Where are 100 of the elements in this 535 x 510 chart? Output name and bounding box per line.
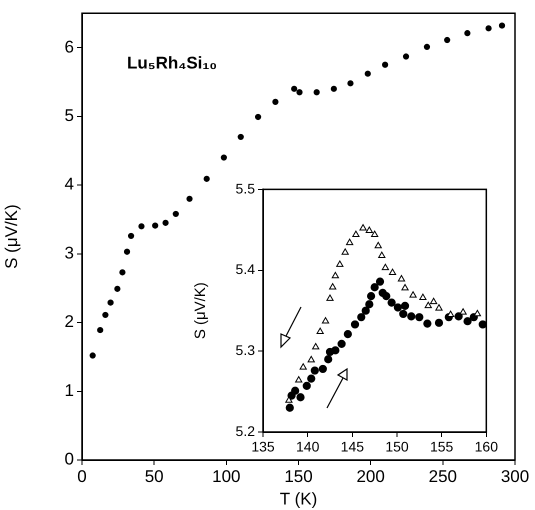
point xyxy=(434,318,444,327)
point xyxy=(388,268,396,275)
point xyxy=(296,89,303,96)
y-tick-label: 5.5 xyxy=(236,180,256,196)
point xyxy=(350,320,360,329)
point xyxy=(128,232,134,240)
point xyxy=(312,342,320,350)
point xyxy=(326,294,334,301)
point xyxy=(324,355,332,364)
point xyxy=(463,317,472,326)
point xyxy=(316,328,324,334)
y-tick-label: 6 xyxy=(64,37,74,56)
point xyxy=(338,340,346,348)
point xyxy=(407,312,416,320)
point xyxy=(394,303,402,312)
point xyxy=(364,70,371,77)
point xyxy=(398,275,406,282)
point xyxy=(374,242,382,248)
x-tick-label: 0 xyxy=(77,466,87,486)
point xyxy=(400,302,410,310)
x-tick-label: 135 xyxy=(251,438,275,454)
point xyxy=(172,210,179,218)
point xyxy=(102,312,108,318)
y-tick-label: 5.2 xyxy=(236,422,256,439)
point xyxy=(296,393,305,402)
point xyxy=(388,298,396,307)
x-tick-label: 145 xyxy=(340,438,364,454)
point xyxy=(220,154,227,161)
y-tick-label: 5.3 xyxy=(236,342,256,358)
point xyxy=(318,364,327,374)
point xyxy=(152,222,158,229)
x-tick-label: 100 xyxy=(212,466,241,486)
point xyxy=(90,352,96,359)
point xyxy=(346,238,354,246)
x-tick-label: 200 xyxy=(356,466,385,486)
point xyxy=(382,292,390,300)
point xyxy=(366,226,373,233)
point xyxy=(332,272,339,278)
point xyxy=(272,98,279,105)
point xyxy=(330,86,337,92)
point xyxy=(97,326,104,334)
point xyxy=(376,277,384,286)
point xyxy=(371,230,378,237)
x-tick-label: 150 xyxy=(284,466,313,486)
point xyxy=(286,404,294,412)
point xyxy=(314,89,320,96)
point xyxy=(401,284,409,290)
point xyxy=(362,306,370,315)
point xyxy=(357,313,366,322)
x-tick-label: 150 xyxy=(385,438,409,454)
point xyxy=(415,313,424,322)
point xyxy=(409,291,417,298)
point xyxy=(419,294,427,300)
point xyxy=(307,374,316,383)
point xyxy=(322,317,330,324)
y-axis-title: S (μV/K) xyxy=(2,204,21,269)
point xyxy=(399,310,408,318)
point xyxy=(291,86,298,92)
point xyxy=(329,283,336,290)
point xyxy=(344,330,352,338)
point xyxy=(424,44,430,50)
point xyxy=(310,366,319,375)
y-tick-label: 5.4 xyxy=(236,261,256,278)
point xyxy=(370,283,379,292)
point xyxy=(382,62,388,68)
y-tick-label: 5 xyxy=(64,106,74,125)
point xyxy=(186,196,193,202)
y-axis-title: S (μV/K) xyxy=(192,282,210,340)
point xyxy=(478,320,486,329)
x-tick-label: 250 xyxy=(428,466,458,486)
y-tick-label: 3 xyxy=(64,243,74,262)
point xyxy=(331,346,340,354)
point xyxy=(485,25,492,32)
x-tick-label: 50 xyxy=(144,466,164,486)
point xyxy=(342,248,349,255)
point xyxy=(459,308,467,315)
point xyxy=(300,363,307,370)
point xyxy=(498,22,506,29)
point xyxy=(291,386,300,395)
x-tick-label: 155 xyxy=(430,438,454,454)
point xyxy=(435,304,443,311)
point xyxy=(254,114,262,120)
point xyxy=(302,382,311,390)
point xyxy=(119,269,126,276)
point xyxy=(238,134,244,140)
y-tick-label: 2 xyxy=(64,312,74,332)
point xyxy=(454,312,463,320)
point xyxy=(444,36,450,44)
x-tick-label: 140 xyxy=(296,438,320,454)
point xyxy=(402,53,410,60)
point xyxy=(365,300,374,308)
point xyxy=(378,252,386,258)
point xyxy=(204,176,210,182)
point xyxy=(114,286,120,292)
y-tick-label: 4 xyxy=(64,174,74,194)
point xyxy=(124,248,130,255)
point xyxy=(138,223,145,230)
point xyxy=(352,230,360,237)
x-axis-title: T (K) xyxy=(280,489,318,508)
point xyxy=(424,302,432,308)
